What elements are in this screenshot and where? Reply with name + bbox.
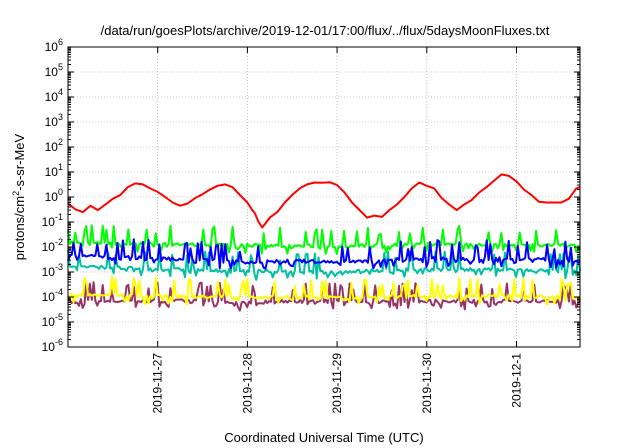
x-tick-label: 2019-11-30 bbox=[420, 353, 434, 414]
y-tick-label: 105 bbox=[45, 62, 63, 79]
y-tick-label: 102 bbox=[45, 137, 63, 154]
y-tick-label: 10-6 bbox=[42, 337, 63, 354]
series-group bbox=[67, 173, 581, 312]
chart-title: /data/run/goesPlots/archive/2019-12-01/1… bbox=[101, 23, 550, 38]
x-tick-label: 2019-11-29 bbox=[330, 353, 344, 414]
series-line-5 bbox=[67, 281, 581, 312]
y-tick-label: 103 bbox=[45, 112, 63, 129]
series-line-2 bbox=[67, 238, 581, 270]
x-tick-label: 2019-12-1 bbox=[509, 353, 523, 408]
y-axis-label: protons/cm2-s-sr-MeV bbox=[11, 133, 27, 260]
y-tick-label: 106 bbox=[45, 37, 63, 54]
y-tick-label: 101 bbox=[45, 162, 63, 179]
x-tick-label: 2019-11-27 bbox=[151, 353, 165, 414]
series-line-0 bbox=[67, 173, 581, 229]
series-line-1 bbox=[67, 224, 581, 255]
series-line-4 bbox=[67, 275, 581, 306]
y-axis: 10-6 10-5 10-4 10-3 10-2 10-1 100 101 102 103 104 1… bbox=[42, 37, 580, 354]
y-tick-label: 10-3 bbox=[42, 262, 63, 279]
x-axis-label: Coordinated Universal Time (UTC) bbox=[224, 430, 423, 445]
y-tick-label: 104 bbox=[45, 87, 63, 104]
y-tick-label: 10-2 bbox=[42, 237, 63, 254]
x-axis: 2019-11-27 2019-11-28 2019-11-29 2019-11-30… bbox=[151, 47, 523, 414]
y-tick-label: 10-1 bbox=[42, 212, 63, 229]
y-tick-label: 10-5 bbox=[42, 312, 63, 329]
y-tick-label: 10-4 bbox=[42, 287, 63, 304]
y-tick-label: 100 bbox=[45, 187, 63, 204]
x-tick-label: 2019-11-28 bbox=[240, 353, 254, 414]
